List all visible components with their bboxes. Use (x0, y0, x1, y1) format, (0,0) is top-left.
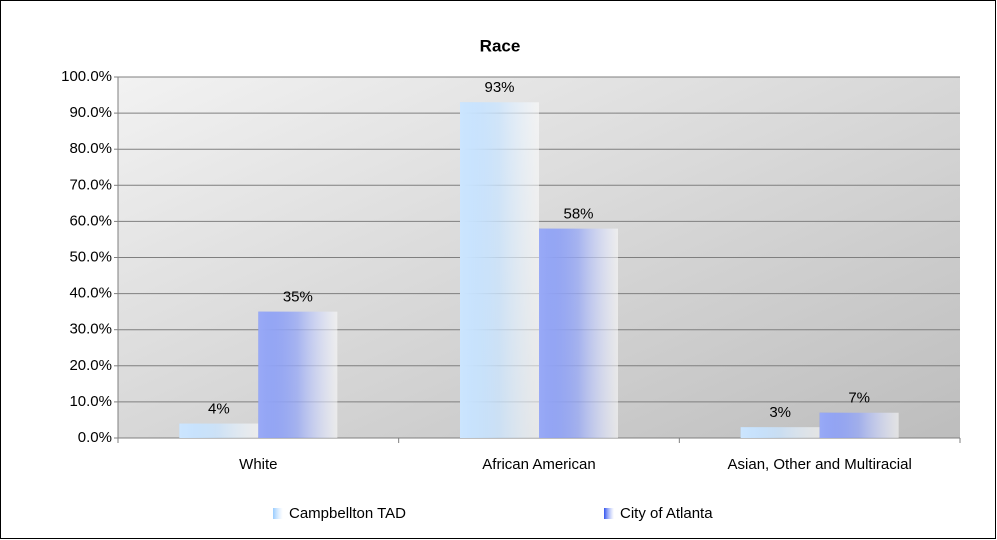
bar-highlight (179, 423, 219, 438)
y-tick-label: 0.0% (78, 429, 112, 446)
y-tick-label: 60.0% (69, 212, 112, 229)
legend-label: City of Atlanta (620, 505, 713, 522)
bar-highlight (460, 102, 500, 439)
x-tick-label: White (239, 456, 277, 473)
bar-highlight (740, 427, 781, 438)
data-label: 58% (563, 206, 593, 223)
x-tick-label: Asian, Other and Multiracial (728, 456, 912, 473)
legend-swatch (273, 508, 283, 519)
y-tick-label: 40.0% (69, 285, 112, 302)
bar-highlight (258, 311, 298, 438)
y-tick-label: 10.0% (69, 393, 112, 410)
data-label: 35% (283, 289, 313, 306)
y-tick-label: 30.0% (69, 321, 112, 338)
bar-highlight (539, 228, 579, 438)
y-tick-label: 80.0% (69, 140, 112, 157)
chart-title: Race (480, 36, 521, 55)
legend-swatch (604, 508, 614, 519)
x-tick-label: African American (482, 456, 595, 473)
y-tick-label: 20.0% (69, 357, 112, 374)
legend-label: Campbellton TAD (289, 505, 406, 522)
data-label: 7% (848, 390, 870, 407)
y-tick-label: 100.0% (61, 68, 112, 85)
data-label: 93% (484, 79, 514, 96)
y-tick-label: 50.0% (69, 248, 112, 265)
bar-highlight (819, 412, 860, 438)
data-label: 3% (769, 404, 791, 421)
y-tick-label: 90.0% (69, 104, 112, 121)
y-tick-label: 70.0% (69, 176, 112, 193)
data-label: 4% (208, 401, 230, 418)
